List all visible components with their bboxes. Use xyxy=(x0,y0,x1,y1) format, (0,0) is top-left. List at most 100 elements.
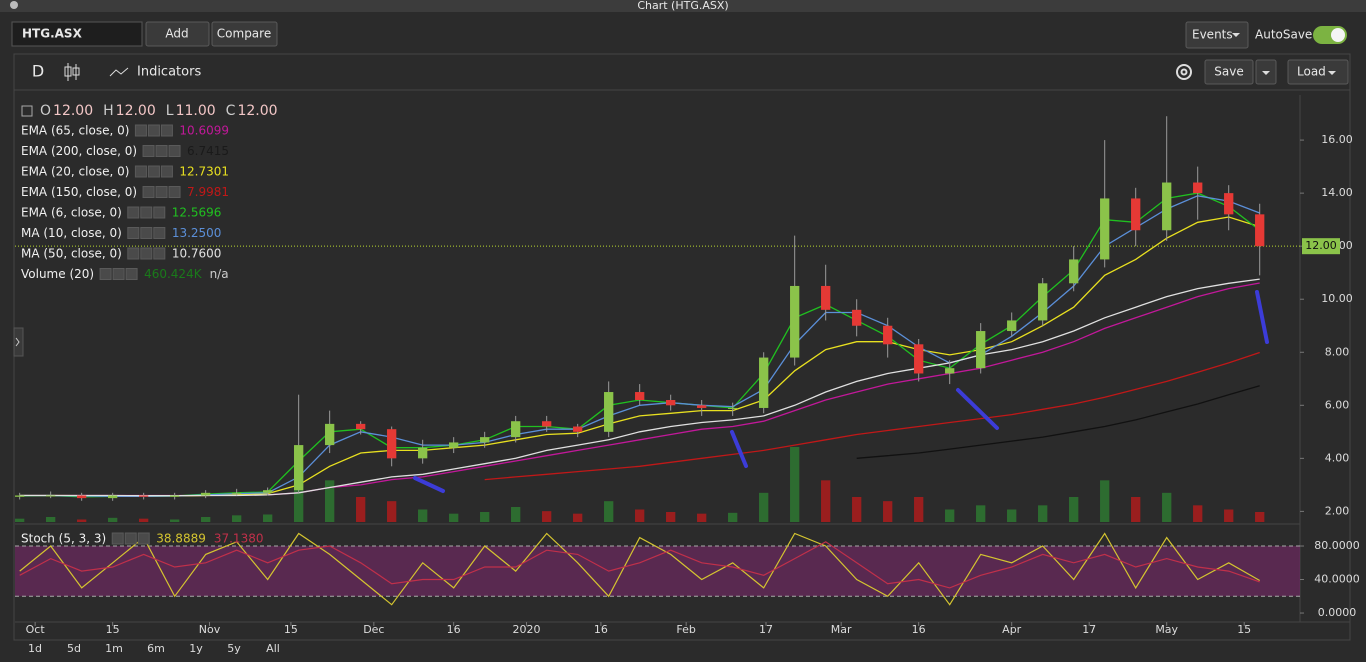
ohlc-value: 11.00 xyxy=(176,103,216,119)
candle-body xyxy=(697,405,707,408)
chart-type-button[interactable] xyxy=(64,63,80,81)
volume-bar xyxy=(387,501,397,522)
legend-icon[interactable] xyxy=(153,227,166,239)
candle-body xyxy=(511,421,521,438)
legend-icon[interactable] xyxy=(153,247,166,260)
volume-bar xyxy=(1193,505,1203,522)
indicator-line xyxy=(19,541,1260,589)
legend-icon[interactable] xyxy=(127,247,140,260)
candle-body xyxy=(480,437,490,443)
candle-body xyxy=(790,285,800,358)
volume-bar xyxy=(46,517,56,522)
y-tick-label: 80.0000 xyxy=(1314,539,1360,552)
legend-icon[interactable] xyxy=(168,145,181,157)
legend-value: 13.2500 xyxy=(172,226,222,240)
legend-icon[interactable] xyxy=(134,165,147,178)
legend-icon[interactable] xyxy=(142,145,155,157)
candle-body xyxy=(728,407,738,409)
legend-icon[interactable] xyxy=(140,227,153,239)
legend-icon[interactable] xyxy=(140,206,153,219)
volume-bar xyxy=(604,501,614,522)
y-tick-label: 6.00 xyxy=(1325,398,1350,411)
autosave-toggle[interactable] xyxy=(1313,26,1347,44)
symbol-text: HTG.ASX xyxy=(22,27,83,41)
annotation-stroke xyxy=(413,476,445,493)
legend-icon[interactable] xyxy=(153,206,166,219)
volume-bar xyxy=(852,497,862,522)
range-button[interactable]: 1y xyxy=(189,642,203,655)
legend-icon[interactable] xyxy=(168,186,181,198)
legend-icon[interactable] xyxy=(99,268,112,280)
indicator-line xyxy=(484,351,1260,481)
range-button[interactable]: All xyxy=(266,642,280,655)
candle-body xyxy=(1100,198,1110,260)
candle-body xyxy=(1224,193,1234,215)
volume-bar xyxy=(1069,497,1079,522)
legend-icon[interactable] xyxy=(111,532,124,545)
save-label: Save xyxy=(1214,65,1243,79)
candle-body xyxy=(325,423,335,446)
range-button[interactable]: 1m xyxy=(105,642,123,655)
legend-icon[interactable] xyxy=(155,186,168,198)
ohlc-key: O xyxy=(40,103,51,119)
legend-icon[interactable] xyxy=(160,124,173,137)
legend-name: MA (10, close, 0) xyxy=(21,226,122,240)
events-label: Events xyxy=(1192,28,1233,42)
indicator-line xyxy=(19,278,1260,497)
legend-icon[interactable] xyxy=(125,268,138,280)
events-button[interactable]: Events xyxy=(1185,21,1249,49)
x-tick-label: 16 xyxy=(912,623,926,636)
save-menu-button[interactable] xyxy=(1255,59,1277,85)
volume-bar xyxy=(480,512,490,522)
settings-button[interactable] xyxy=(1176,64,1192,80)
y-tick-label: 8.00 xyxy=(1325,345,1350,358)
load-button[interactable]: Load xyxy=(1287,59,1349,85)
legend-icon[interactable] xyxy=(147,124,160,137)
save-button[interactable]: Save xyxy=(1204,59,1254,85)
candle-body xyxy=(1038,283,1048,321)
legend-icon[interactable] xyxy=(124,532,137,545)
legend-name: MA (50, close, 0) xyxy=(21,247,122,261)
ohlc-value: 12.00 xyxy=(116,103,156,119)
volume-bar xyxy=(728,512,738,522)
legend-icon[interactable] xyxy=(112,268,125,280)
x-tick-label: 17 xyxy=(1082,623,1096,636)
legend-icon[interactable] xyxy=(134,124,147,137)
legend-icon[interactable] xyxy=(155,145,168,157)
x-tick-label: Dec xyxy=(363,623,384,636)
volume-bar xyxy=(821,480,831,522)
compare-button[interactable]: Compare xyxy=(211,21,278,47)
add-button[interactable]: Add xyxy=(145,21,210,47)
candle-body xyxy=(1193,182,1203,194)
x-tick-label: Nov xyxy=(199,623,221,636)
symbol-input[interactable]: HTG.ASX xyxy=(11,21,143,47)
legend-value: 12.7301 xyxy=(179,165,229,179)
range-button[interactable]: 5y xyxy=(227,642,241,655)
range-button[interactable]: 1d xyxy=(28,642,42,655)
indicators-button[interactable]: Indicators xyxy=(109,65,201,80)
side-tab[interactable] xyxy=(13,327,24,357)
volume-bar xyxy=(1038,505,1048,522)
ohlc-value: 12.00 xyxy=(53,103,93,119)
legend-icon[interactable] xyxy=(142,186,155,198)
add-label: Add xyxy=(165,27,188,41)
legend-name: EMA (6, close, 0) xyxy=(21,206,122,220)
candle-body xyxy=(883,325,893,345)
range-button[interactable]: 6m xyxy=(147,642,165,655)
legend-icon[interactable] xyxy=(140,247,153,260)
candle-body xyxy=(108,495,118,499)
legend-collapse[interactable] xyxy=(21,105,33,117)
legend-icon[interactable] xyxy=(127,227,140,239)
legend-icon[interactable] xyxy=(147,165,160,178)
legend-icon[interactable] xyxy=(160,165,173,178)
x-tick-label: 16 xyxy=(447,623,461,636)
range-button[interactable]: 5d xyxy=(67,642,81,655)
legend-value: 37.1380 xyxy=(214,532,264,546)
x-tick-label: 17 xyxy=(759,623,773,636)
period-button[interactable]: D xyxy=(32,62,44,81)
legend-icon[interactable] xyxy=(127,206,140,219)
x-tick-label: 16 xyxy=(594,623,608,636)
volume-bar xyxy=(1131,497,1141,522)
legend-icon[interactable] xyxy=(137,532,150,545)
